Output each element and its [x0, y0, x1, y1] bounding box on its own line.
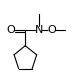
Circle shape [49, 27, 54, 33]
Text: O: O [6, 25, 15, 35]
Circle shape [8, 27, 13, 33]
Circle shape [37, 27, 41, 33]
Text: N: N [35, 25, 43, 35]
Text: O: O [47, 25, 56, 35]
